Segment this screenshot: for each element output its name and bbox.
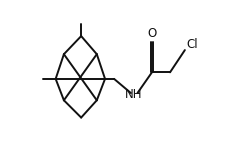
Text: NH: NH xyxy=(125,88,143,101)
Text: Cl: Cl xyxy=(186,38,198,51)
Text: O: O xyxy=(147,27,156,41)
